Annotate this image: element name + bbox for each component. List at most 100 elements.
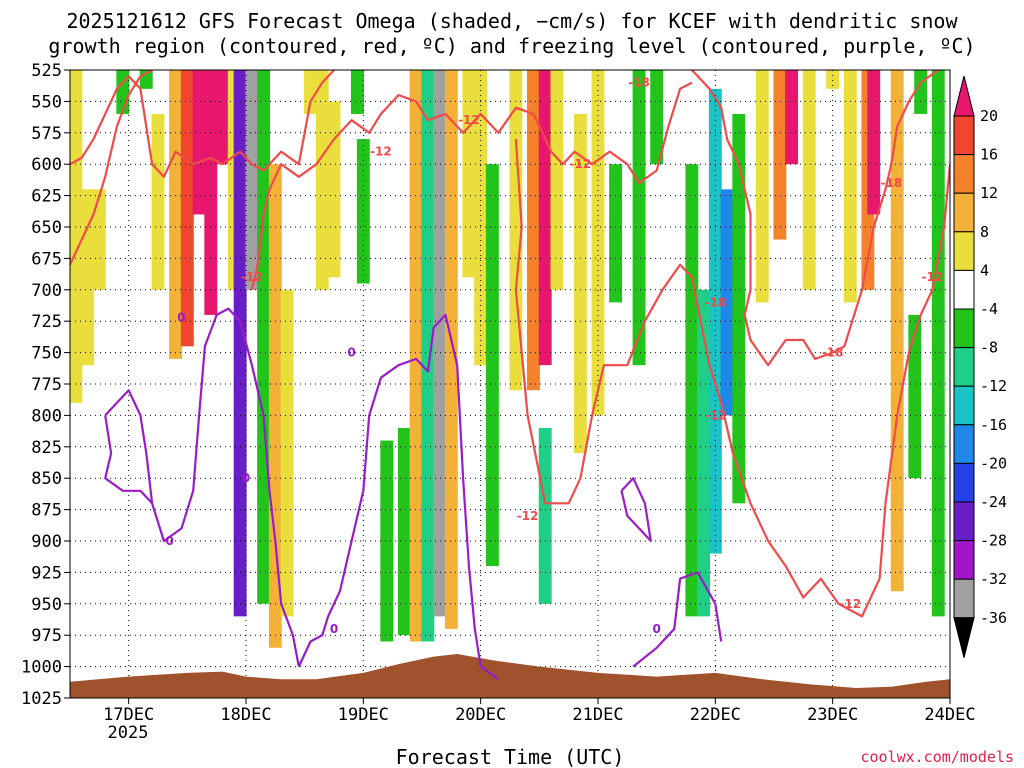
contour-label-3: -12 bbox=[570, 157, 592, 171]
colorbar-segment-2 bbox=[953, 154, 975, 194]
colorbar-segment-9 bbox=[953, 424, 975, 464]
colorbar-label-5: -4 bbox=[980, 300, 998, 318]
y-tick-label-2: 575 bbox=[31, 124, 62, 144]
x-tick-label-1: 18DEC bbox=[220, 705, 271, 725]
dgz-contour-3 bbox=[70, 70, 153, 266]
x-axis: 17DEC 18DEC 19DEC 20DEC 21DEC 22DEC 23DEC 24DEC bbox=[103, 698, 976, 725]
y-tick-label-14: 875 bbox=[31, 501, 62, 521]
x-tick-label-6: 23DEC bbox=[807, 705, 858, 725]
omega-column-56 bbox=[908, 314, 922, 479]
contour-label-5: -12 bbox=[517, 509, 539, 523]
contour-label-10: -18 bbox=[880, 176, 902, 190]
omega-shading bbox=[70, 70, 945, 648]
y-tick-label-15: 900 bbox=[31, 532, 62, 552]
contour-label-0: -12 bbox=[241, 270, 263, 284]
omega-column-49 bbox=[802, 70, 816, 290]
contour-label-8: -18 bbox=[822, 346, 844, 360]
contour-labels: -12 -12 -12 -12 -18 -12 -18 -12 -18 -12 -18 -12 0 0 0 0… bbox=[166, 76, 944, 636]
omega-column-54 bbox=[890, 70, 904, 592]
colorbar-label-0: 20 bbox=[980, 107, 998, 125]
colorbar-label-8: -16 bbox=[980, 416, 1007, 434]
y-tick-label-4: 625 bbox=[31, 187, 62, 207]
omega-column-57 bbox=[931, 70, 945, 617]
freezing-contour-4 bbox=[632, 571, 723, 668]
y-tick-label-8: 725 bbox=[31, 312, 62, 332]
omega-column-20 bbox=[351, 70, 364, 114]
dgz-contour-4 bbox=[514, 139, 950, 618]
omega-column-5 bbox=[151, 113, 165, 290]
x-tick-label-5: 22DEC bbox=[690, 705, 741, 725]
colorbar-label-13: -36 bbox=[980, 609, 1007, 627]
colorbar-label-11: -28 bbox=[980, 532, 1007, 550]
omega-column-27 bbox=[444, 70, 458, 629]
omega-column-28 bbox=[462, 70, 476, 278]
omega-column-40 bbox=[650, 70, 664, 165]
dgz-contour-1 bbox=[250, 81, 693, 291]
x-tick-label-7: 24DEC bbox=[924, 705, 975, 725]
colorbar-label-12: -32 bbox=[980, 570, 1007, 588]
contour-label-14: 0 bbox=[166, 534, 174, 548]
colorbar: 20 16 12 8 4 -4 -8 -12 -16 -20 -24 -28 -32 -36 bbox=[953, 75, 1007, 658]
y-tick-label-7: 700 bbox=[31, 281, 62, 301]
chart-title-line2: growth region (contoured, red, ºC) and f… bbox=[48, 34, 975, 58]
omega-column-6 bbox=[169, 70, 183, 359]
dgz-contour-2 bbox=[691, 70, 939, 367]
colorbar-segment-6 bbox=[953, 308, 975, 349]
contour-label-9: -12 bbox=[839, 597, 861, 611]
omega-column-19 bbox=[327, 101, 341, 278]
omega-column-15 bbox=[268, 164, 282, 648]
y-tick-label-1: 550 bbox=[31, 92, 62, 112]
colorbar-segment-10 bbox=[953, 462, 975, 503]
y-tick-label-18: 975 bbox=[31, 626, 62, 646]
y-tick-label-10: 775 bbox=[31, 375, 62, 395]
y-tick-label-5: 650 bbox=[31, 218, 62, 238]
x-axis-label: Forecast Time (UTC) bbox=[396, 745, 625, 768]
omega-column-12 bbox=[233, 70, 247, 617]
y-tick-label-9: 750 bbox=[31, 344, 62, 364]
colorbar-label-4: 4 bbox=[980, 261, 989, 279]
omega-column-55 bbox=[914, 70, 928, 114]
y-tick-label-13: 850 bbox=[31, 469, 62, 489]
omega-column-47 bbox=[773, 70, 787, 240]
y-tick-label-11: 800 bbox=[31, 406, 62, 426]
omega-column-2 bbox=[92, 189, 106, 290]
y-tick-label-6: 675 bbox=[31, 249, 62, 269]
terrain-area bbox=[70, 654, 950, 698]
freezing-contour-1 bbox=[104, 415, 153, 505]
y-tick-label-16: 925 bbox=[31, 563, 62, 583]
omega-column-41 bbox=[685, 164, 699, 617]
contour-label-16: 0 bbox=[330, 622, 338, 636]
y-tick-label-20: 1025 bbox=[21, 689, 62, 709]
chart-title-line1: 2025121612 GFS Forecast Omega (shaded, −… bbox=[66, 9, 958, 33]
colorbar-segment-13 bbox=[953, 578, 975, 619]
colorbar-segment-11 bbox=[953, 501, 975, 542]
omega-column-17 bbox=[304, 70, 317, 114]
dgz-contour-0 bbox=[70, 70, 335, 178]
omega-column-23 bbox=[397, 427, 411, 636]
omega-column-25 bbox=[421, 70, 435, 642]
colorbar-bottom-arrow bbox=[953, 617, 975, 658]
omega-column-8 bbox=[192, 70, 206, 215]
freezing-contour-0 bbox=[104, 307, 300, 667]
omega-column-53 bbox=[867, 70, 881, 215]
omega-column-31 bbox=[509, 70, 523, 391]
colorbar-label-2: 12 bbox=[980, 184, 998, 202]
omega-column-16 bbox=[280, 289, 294, 617]
omega-column-34 bbox=[550, 70, 564, 290]
omega-column-39 bbox=[632, 70, 646, 366]
contour-label-1: -12 bbox=[370, 145, 392, 159]
omega-column-48 bbox=[785, 70, 799, 165]
colorbar-label-6: -8 bbox=[980, 339, 998, 357]
omega-column-44 bbox=[720, 189, 734, 416]
contour-lines bbox=[70, 70, 950, 681]
colorbar-label-9: -20 bbox=[980, 454, 1007, 472]
colorbar-segment-7 bbox=[953, 347, 975, 387]
omega-column-42 bbox=[697, 289, 711, 617]
contour-label-12: 0 bbox=[177, 310, 185, 324]
omega-column-7 bbox=[180, 70, 194, 347]
omega-column-10 bbox=[216, 70, 229, 165]
omega-column-21 bbox=[356, 139, 370, 284]
contour-label-2: -12 bbox=[458, 113, 480, 127]
colorbar-segment-4 bbox=[953, 231, 975, 271]
